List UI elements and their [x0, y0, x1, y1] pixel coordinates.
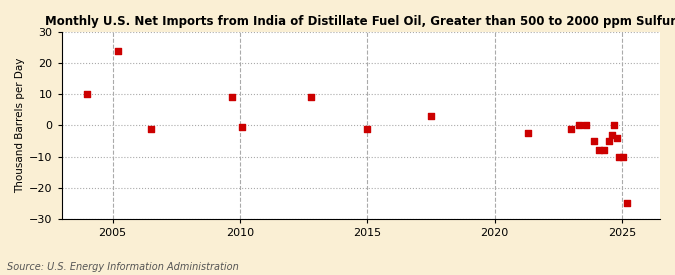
Point — [606, 133, 617, 137]
Point — [566, 126, 576, 131]
Point — [227, 95, 238, 100]
Text: Source: U.S. Energy Information Administration: Source: U.S. Energy Information Administ… — [7, 262, 238, 272]
Point — [618, 155, 628, 159]
Point — [622, 201, 632, 206]
Point — [362, 126, 373, 131]
Point — [609, 123, 620, 128]
Point — [145, 126, 156, 131]
Point — [522, 131, 533, 136]
Point — [593, 148, 604, 153]
Point — [612, 136, 622, 140]
Point — [589, 139, 599, 143]
Point — [306, 95, 317, 100]
Point — [580, 123, 591, 128]
Point — [82, 92, 92, 97]
Point — [614, 155, 624, 159]
Point — [599, 148, 610, 153]
Point — [573, 123, 584, 128]
Point — [425, 114, 436, 118]
Point — [603, 139, 614, 143]
Point — [112, 48, 123, 53]
Point — [237, 125, 248, 129]
Title: Monthly U.S. Net Imports from India of Distillate Fuel Oil, Greater than 500 to : Monthly U.S. Net Imports from India of D… — [45, 15, 675, 28]
Y-axis label: Thousand Barrels per Day: Thousand Barrels per Day — [15, 58, 25, 193]
